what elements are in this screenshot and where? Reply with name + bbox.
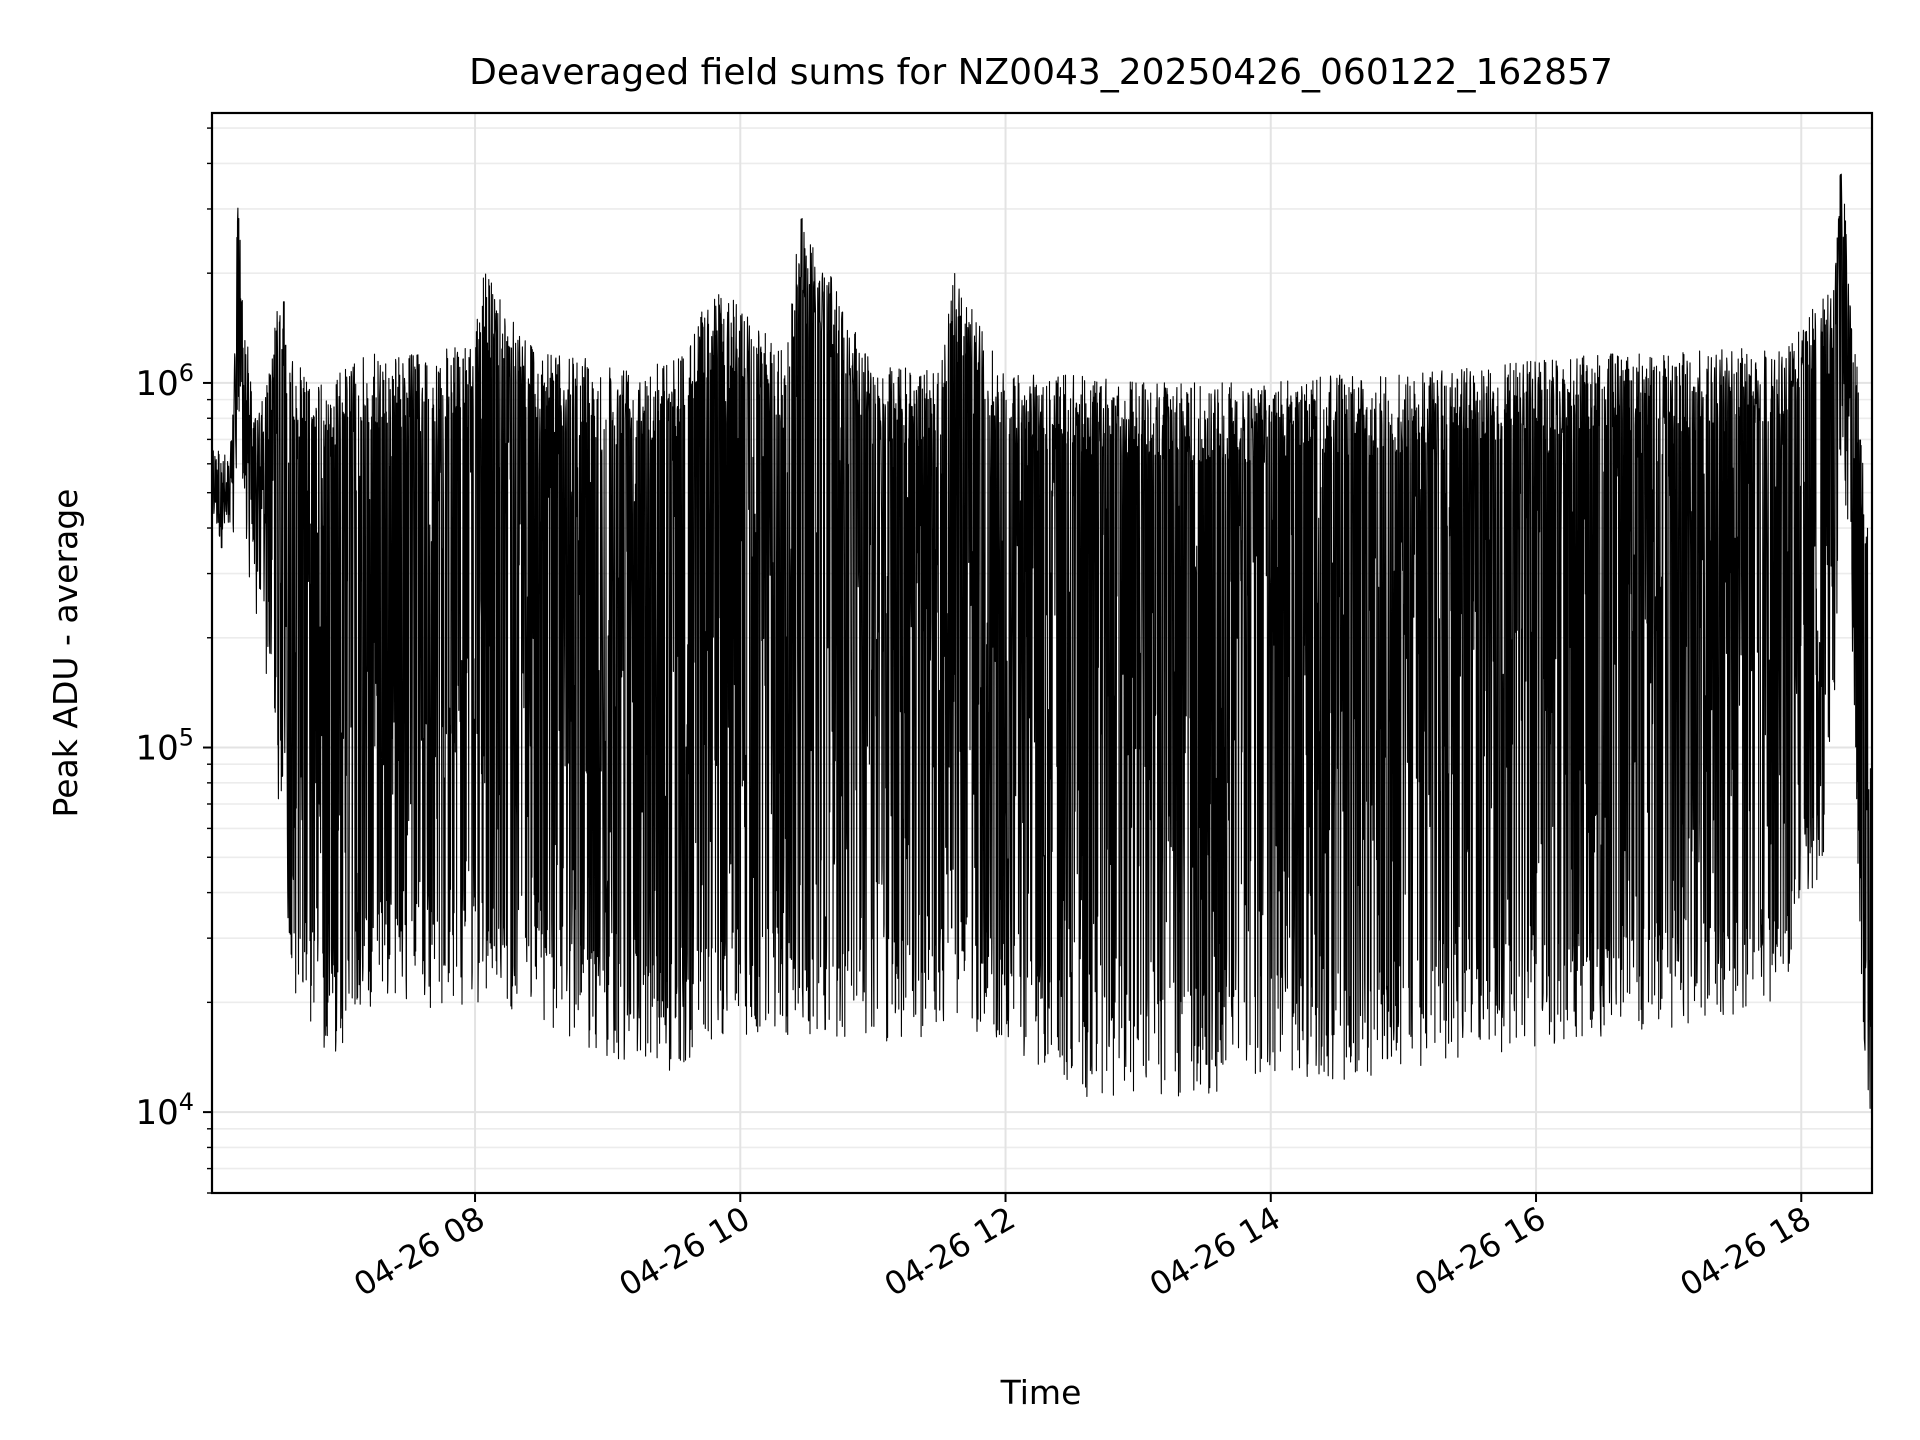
chart-title: Deaveraged field sums for NZ0043_2025042… [469,52,1613,93]
y-axis-label: Peak ADU - average [46,489,85,818]
y-axis: 104 105 106 [135,127,212,1194]
axes-frame [210,111,1874,1195]
y-tick-label: 105 [135,724,194,769]
x-axis-label: Time [1000,1373,1082,1412]
plot-area [211,173,1873,1109]
y-tick-label: 104 [135,1088,194,1133]
y-tick-label: 106 [135,359,194,404]
series-line [211,173,1873,1109]
